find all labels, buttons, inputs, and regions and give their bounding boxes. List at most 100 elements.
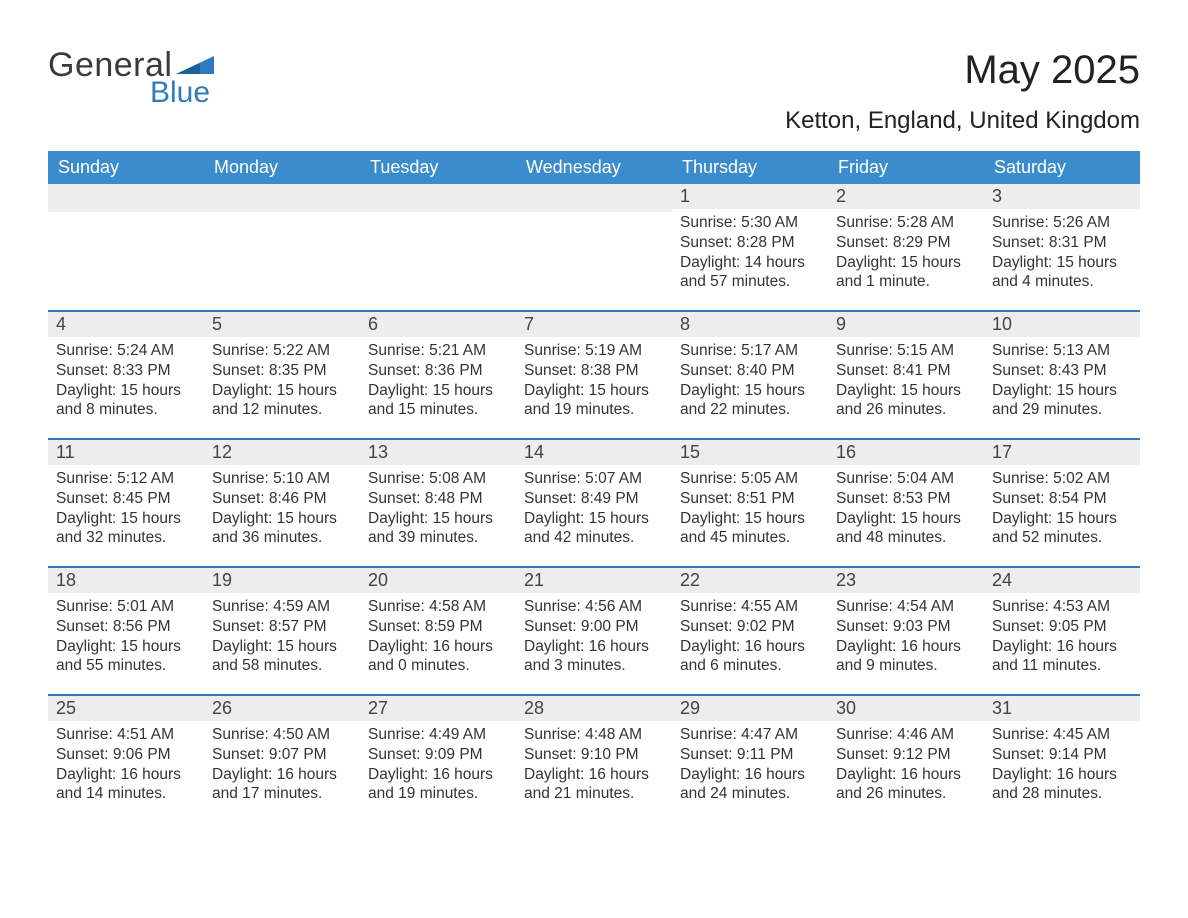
day-number bbox=[360, 184, 516, 212]
dow-cell: Thursday bbox=[672, 151, 828, 184]
day-cell: 27Sunrise: 4:49 AMSunset: 9:09 PMDayligh… bbox=[360, 696, 516, 822]
dow-cell: Tuesday bbox=[360, 151, 516, 184]
day-sunset: Sunset: 8:41 PM bbox=[836, 361, 976, 381]
day-daylight1: Daylight: 14 hours bbox=[680, 253, 820, 273]
month-title: May 2025 bbox=[785, 48, 1140, 93]
day-sunrise: Sunrise: 4:50 AM bbox=[212, 725, 352, 745]
day-daylight2: and 29 minutes. bbox=[992, 400, 1132, 420]
day-body: Sunrise: 5:21 AMSunset: 8:36 PMDaylight:… bbox=[360, 337, 516, 428]
day-cell: 2Sunrise: 5:28 AMSunset: 8:29 PMDaylight… bbox=[828, 184, 984, 310]
day-of-week-header: SundayMondayTuesdayWednesdayThursdayFrid… bbox=[48, 151, 1140, 184]
day-sunset: Sunset: 8:54 PM bbox=[992, 489, 1132, 509]
day-body: Sunrise: 5:15 AMSunset: 8:41 PMDaylight:… bbox=[828, 337, 984, 428]
day-body: Sunrise: 5:05 AMSunset: 8:51 PMDaylight:… bbox=[672, 465, 828, 556]
day-daylight2: and 45 minutes. bbox=[680, 528, 820, 548]
day-daylight2: and 19 minutes. bbox=[368, 784, 508, 804]
day-daylight2: and 12 minutes. bbox=[212, 400, 352, 420]
day-number: 27 bbox=[360, 696, 516, 721]
day-sunrise: Sunrise: 5:17 AM bbox=[680, 341, 820, 361]
day-body: Sunrise: 5:17 AMSunset: 8:40 PMDaylight:… bbox=[672, 337, 828, 428]
day-sunrise: Sunrise: 5:02 AM bbox=[992, 469, 1132, 489]
day-daylight1: Daylight: 15 hours bbox=[56, 381, 196, 401]
day-daylight1: Daylight: 16 hours bbox=[680, 765, 820, 785]
day-sunrise: Sunrise: 5:22 AM bbox=[212, 341, 352, 361]
day-sunrise: Sunrise: 5:15 AM bbox=[836, 341, 976, 361]
day-daylight1: Daylight: 16 hours bbox=[992, 765, 1132, 785]
day-cell: 6Sunrise: 5:21 AMSunset: 8:36 PMDaylight… bbox=[360, 312, 516, 438]
day-body: Sunrise: 5:13 AMSunset: 8:43 PMDaylight:… bbox=[984, 337, 1140, 428]
day-cell: 15Sunrise: 5:05 AMSunset: 8:51 PMDayligh… bbox=[672, 440, 828, 566]
day-body: Sunrise: 4:46 AMSunset: 9:12 PMDaylight:… bbox=[828, 721, 984, 812]
day-body: Sunrise: 5:24 AMSunset: 8:33 PMDaylight:… bbox=[48, 337, 204, 428]
day-number: 25 bbox=[48, 696, 204, 721]
week-row: 4Sunrise: 5:24 AMSunset: 8:33 PMDaylight… bbox=[48, 310, 1140, 438]
day-daylight2: and 42 minutes. bbox=[524, 528, 664, 548]
dow-cell: Friday bbox=[828, 151, 984, 184]
day-sunset: Sunset: 9:09 PM bbox=[368, 745, 508, 765]
day-sunset: Sunset: 8:40 PM bbox=[680, 361, 820, 381]
day-daylight2: and 14 minutes. bbox=[56, 784, 196, 804]
day-cell: 5Sunrise: 5:22 AMSunset: 8:35 PMDaylight… bbox=[204, 312, 360, 438]
day-daylight2: and 36 minutes. bbox=[212, 528, 352, 548]
day-cell: 13Sunrise: 5:08 AMSunset: 8:48 PMDayligh… bbox=[360, 440, 516, 566]
day-daylight1: Daylight: 16 hours bbox=[368, 637, 508, 657]
day-number: 16 bbox=[828, 440, 984, 465]
day-daylight1: Daylight: 15 hours bbox=[368, 509, 508, 529]
day-daylight1: Daylight: 15 hours bbox=[836, 253, 976, 273]
day-sunrise: Sunrise: 5:07 AM bbox=[524, 469, 664, 489]
day-cell: 3Sunrise: 5:26 AMSunset: 8:31 PMDaylight… bbox=[984, 184, 1140, 310]
day-daylight2: and 9 minutes. bbox=[836, 656, 976, 676]
day-sunrise: Sunrise: 5:28 AM bbox=[836, 213, 976, 233]
day-body: Sunrise: 5:19 AMSunset: 8:38 PMDaylight:… bbox=[516, 337, 672, 428]
day-daylight1: Daylight: 16 hours bbox=[368, 765, 508, 785]
day-number: 31 bbox=[984, 696, 1140, 721]
day-sunset: Sunset: 8:51 PM bbox=[680, 489, 820, 509]
day-sunset: Sunset: 9:00 PM bbox=[524, 617, 664, 637]
day-daylight1: Daylight: 15 hours bbox=[992, 509, 1132, 529]
day-sunset: Sunset: 9:03 PM bbox=[836, 617, 976, 637]
day-daylight1: Daylight: 15 hours bbox=[524, 509, 664, 529]
day-sunrise: Sunrise: 4:55 AM bbox=[680, 597, 820, 617]
day-daylight1: Daylight: 15 hours bbox=[836, 381, 976, 401]
day-sunset: Sunset: 8:53 PM bbox=[836, 489, 976, 509]
day-daylight1: Daylight: 15 hours bbox=[836, 509, 976, 529]
day-number: 11 bbox=[48, 440, 204, 465]
day-daylight2: and 1 minute. bbox=[836, 272, 976, 292]
day-number: 15 bbox=[672, 440, 828, 465]
day-sunrise: Sunrise: 4:51 AM bbox=[56, 725, 196, 745]
day-cell: 19Sunrise: 4:59 AMSunset: 8:57 PMDayligh… bbox=[204, 568, 360, 694]
day-cell bbox=[48, 184, 204, 310]
day-sunset: Sunset: 9:14 PM bbox=[992, 745, 1132, 765]
day-daylight1: Daylight: 15 hours bbox=[524, 381, 664, 401]
day-body: Sunrise: 4:47 AMSunset: 9:11 PMDaylight:… bbox=[672, 721, 828, 812]
day-daylight1: Daylight: 15 hours bbox=[212, 637, 352, 657]
day-body: Sunrise: 5:10 AMSunset: 8:46 PMDaylight:… bbox=[204, 465, 360, 556]
day-number: 8 bbox=[672, 312, 828, 337]
day-daylight2: and 26 minutes. bbox=[836, 784, 976, 804]
logo-triangle-icon bbox=[176, 52, 214, 78]
day-body: Sunrise: 4:59 AMSunset: 8:57 PMDaylight:… bbox=[204, 593, 360, 684]
day-number: 5 bbox=[204, 312, 360, 337]
dow-cell: Sunday bbox=[48, 151, 204, 184]
day-body: Sunrise: 4:53 AMSunset: 9:05 PMDaylight:… bbox=[984, 593, 1140, 684]
day-daylight1: Daylight: 16 hours bbox=[836, 765, 976, 785]
day-daylight2: and 0 minutes. bbox=[368, 656, 508, 676]
day-daylight1: Daylight: 16 hours bbox=[212, 765, 352, 785]
day-sunset: Sunset: 8:36 PM bbox=[368, 361, 508, 381]
day-daylight1: Daylight: 16 hours bbox=[992, 637, 1132, 657]
day-sunrise: Sunrise: 4:47 AM bbox=[680, 725, 820, 745]
day-sunset: Sunset: 8:48 PM bbox=[368, 489, 508, 509]
day-daylight1: Daylight: 16 hours bbox=[680, 637, 820, 657]
day-cell: 10Sunrise: 5:13 AMSunset: 8:43 PMDayligh… bbox=[984, 312, 1140, 438]
day-cell: 23Sunrise: 4:54 AMSunset: 9:03 PMDayligh… bbox=[828, 568, 984, 694]
day-sunset: Sunset: 9:07 PM bbox=[212, 745, 352, 765]
day-sunrise: Sunrise: 4:59 AM bbox=[212, 597, 352, 617]
day-cell: 24Sunrise: 4:53 AMSunset: 9:05 PMDayligh… bbox=[984, 568, 1140, 694]
day-number: 1 bbox=[672, 184, 828, 209]
day-body: Sunrise: 5:02 AMSunset: 8:54 PMDaylight:… bbox=[984, 465, 1140, 556]
day-daylight2: and 52 minutes. bbox=[992, 528, 1132, 548]
day-daylight2: and 3 minutes. bbox=[524, 656, 664, 676]
day-body: Sunrise: 4:56 AMSunset: 9:00 PMDaylight:… bbox=[516, 593, 672, 684]
day-cell: 22Sunrise: 4:55 AMSunset: 9:02 PMDayligh… bbox=[672, 568, 828, 694]
day-body: Sunrise: 4:49 AMSunset: 9:09 PMDaylight:… bbox=[360, 721, 516, 812]
